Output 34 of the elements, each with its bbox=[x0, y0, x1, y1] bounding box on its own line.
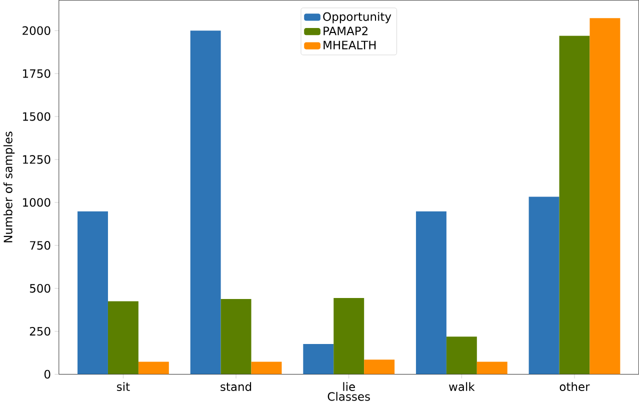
y-tick-label: 750 bbox=[30, 240, 50, 250]
y-tick-label: 1750 bbox=[23, 69, 50, 78]
bar bbox=[476, 362, 508, 374]
bar bbox=[108, 301, 138, 374]
y-tick-label: 1500 bbox=[23, 112, 50, 121]
x-tick-label: lie bbox=[343, 382, 355, 391]
legend-label: PAMAP2 bbox=[324, 26, 368, 35]
legend-label: Opportunity bbox=[323, 12, 392, 24]
bar bbox=[590, 18, 620, 374]
x-tick-label: sit bbox=[116, 382, 130, 391]
x-tick-label: stand bbox=[220, 382, 252, 391]
legend-label: MHEALTH bbox=[324, 40, 376, 50]
y-axis-title: Number of samples bbox=[3, 131, 15, 242]
bar bbox=[446, 336, 477, 374]
bar bbox=[364, 360, 395, 374]
bar bbox=[138, 362, 169, 374]
bar bbox=[220, 298, 252, 374]
y-tick-label: 500 bbox=[30, 284, 50, 293]
x-tick-label: walk bbox=[449, 382, 475, 391]
bar bbox=[528, 196, 560, 374]
bar bbox=[78, 211, 108, 374]
bar bbox=[559, 36, 590, 374]
bar bbox=[251, 362, 282, 374]
x-tick-label: other bbox=[560, 382, 590, 391]
y-tick-label: 1000 bbox=[23, 198, 50, 207]
x-axis-title: Classes bbox=[328, 392, 370, 401]
y-tick-label: 2000 bbox=[22, 26, 50, 35]
y-tick-label: 250 bbox=[30, 326, 50, 336]
bar bbox=[334, 298, 364, 374]
bar bbox=[190, 30, 221, 374]
y-tick-label: 1250 bbox=[23, 154, 50, 164]
bar bbox=[303, 344, 334, 374]
y-tick-label: 0 bbox=[44, 370, 50, 378]
bar bbox=[416, 211, 446, 374]
